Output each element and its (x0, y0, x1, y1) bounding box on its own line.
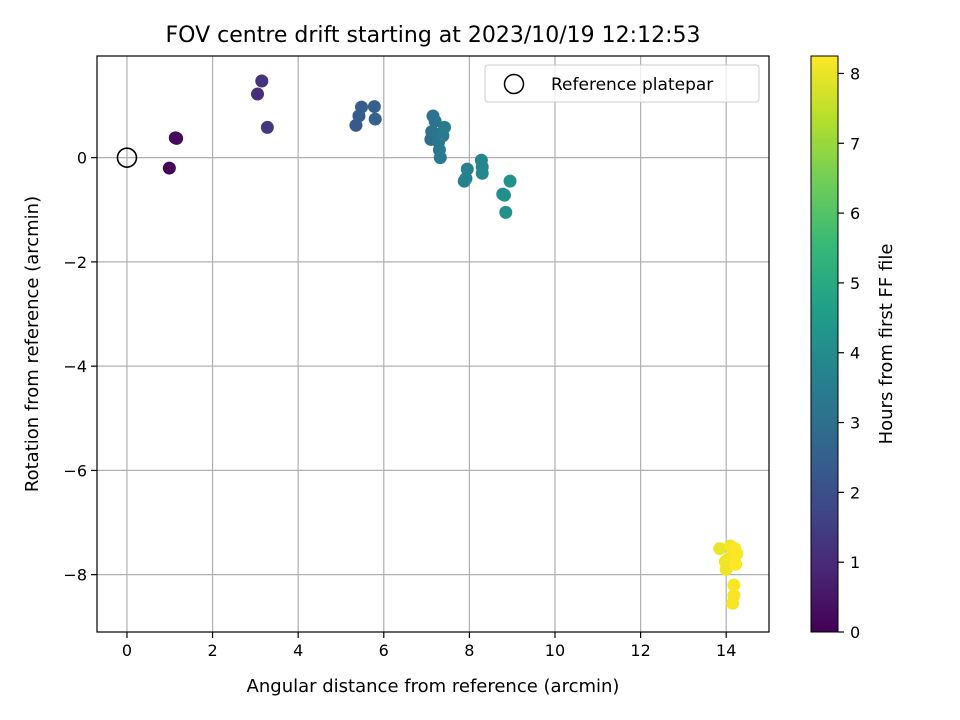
colorbar-tick-label: 8 (850, 64, 860, 83)
plot-frame (96, 55, 770, 633)
data-point (367, 100, 381, 114)
data-point (368, 112, 382, 126)
data-point (260, 120, 274, 134)
colorbar-tick-label: 4 (850, 344, 860, 363)
data-point (730, 547, 744, 561)
colorbar-tick-label: 3 (850, 414, 860, 433)
legend-box (484, 64, 760, 103)
x-tick-label: 4 (293, 641, 303, 660)
data-point (355, 100, 369, 114)
data-point (713, 542, 727, 556)
chart-title: FOV centre drift starting at 2023/10/19 … (166, 23, 701, 48)
x-tick-label: 8 (464, 641, 474, 660)
data-point (428, 114, 442, 128)
data-point (433, 151, 447, 165)
y-tick-label: 0 (77, 149, 87, 168)
x-tick-label: 2 (207, 641, 217, 660)
x-tick-label: 10 (545, 641, 565, 660)
data-points (162, 74, 744, 610)
data-point (170, 131, 184, 145)
data-point (255, 74, 269, 88)
colorbar: 0 1 2 3 4 5 6 7 8 Hours from first FF file (810, 55, 897, 642)
reference-point-marker (116, 147, 138, 168)
data-point (727, 578, 741, 592)
data-point (499, 205, 513, 219)
x-tick-label: 12 (630, 641, 650, 660)
y-tick-label: −8 (63, 566, 87, 585)
data-point (251, 87, 265, 101)
legend-marker-reference (503, 73, 525, 95)
y-tick-label: −2 (63, 253, 87, 272)
data-point (460, 162, 474, 176)
data-point (475, 166, 489, 180)
data-point (162, 161, 176, 175)
data-point (497, 188, 511, 202)
y-axis-label: Rotation from reference (arcmin) (22, 196, 43, 492)
y-tick-label: −4 (63, 357, 87, 376)
colorbar-tick-label: 0 (850, 623, 860, 642)
data-point (727, 589, 741, 603)
colorbar-tick-label: 5 (850, 274, 860, 293)
x-tick-label: 6 (379, 641, 389, 660)
grid (97, 56, 769, 632)
legend-entry-reference: Reference platepar (551, 75, 713, 95)
x-axis-label: Angular distance from reference (arcmin) (247, 676, 620, 697)
y-tick-label: −6 (63, 461, 87, 480)
colorbar-tick-label: 1 (850, 553, 860, 572)
axis-ticks: 0 2 4 6 8 10 12 14 −8 −6 −4 −2 0 (63, 149, 736, 660)
legend: Reference platepar (484, 64, 760, 103)
colorbar-gradient (810, 55, 839, 633)
reference-marker-layer (116, 147, 138, 168)
data-point (503, 174, 517, 188)
data-point (438, 120, 452, 134)
colorbar-tick-label: 2 (850, 483, 860, 502)
data-point (729, 557, 743, 571)
colorbar-label: Hours from first FF file (876, 244, 897, 445)
x-tick-label: 0 (122, 641, 132, 660)
colorbar-tick-label: 6 (850, 204, 860, 223)
colorbar-tick-label: 7 (850, 134, 860, 153)
colorbar-ticks: 0 1 2 3 4 5 6 7 8 (838, 64, 860, 642)
x-tick-label: 14 (716, 641, 736, 660)
